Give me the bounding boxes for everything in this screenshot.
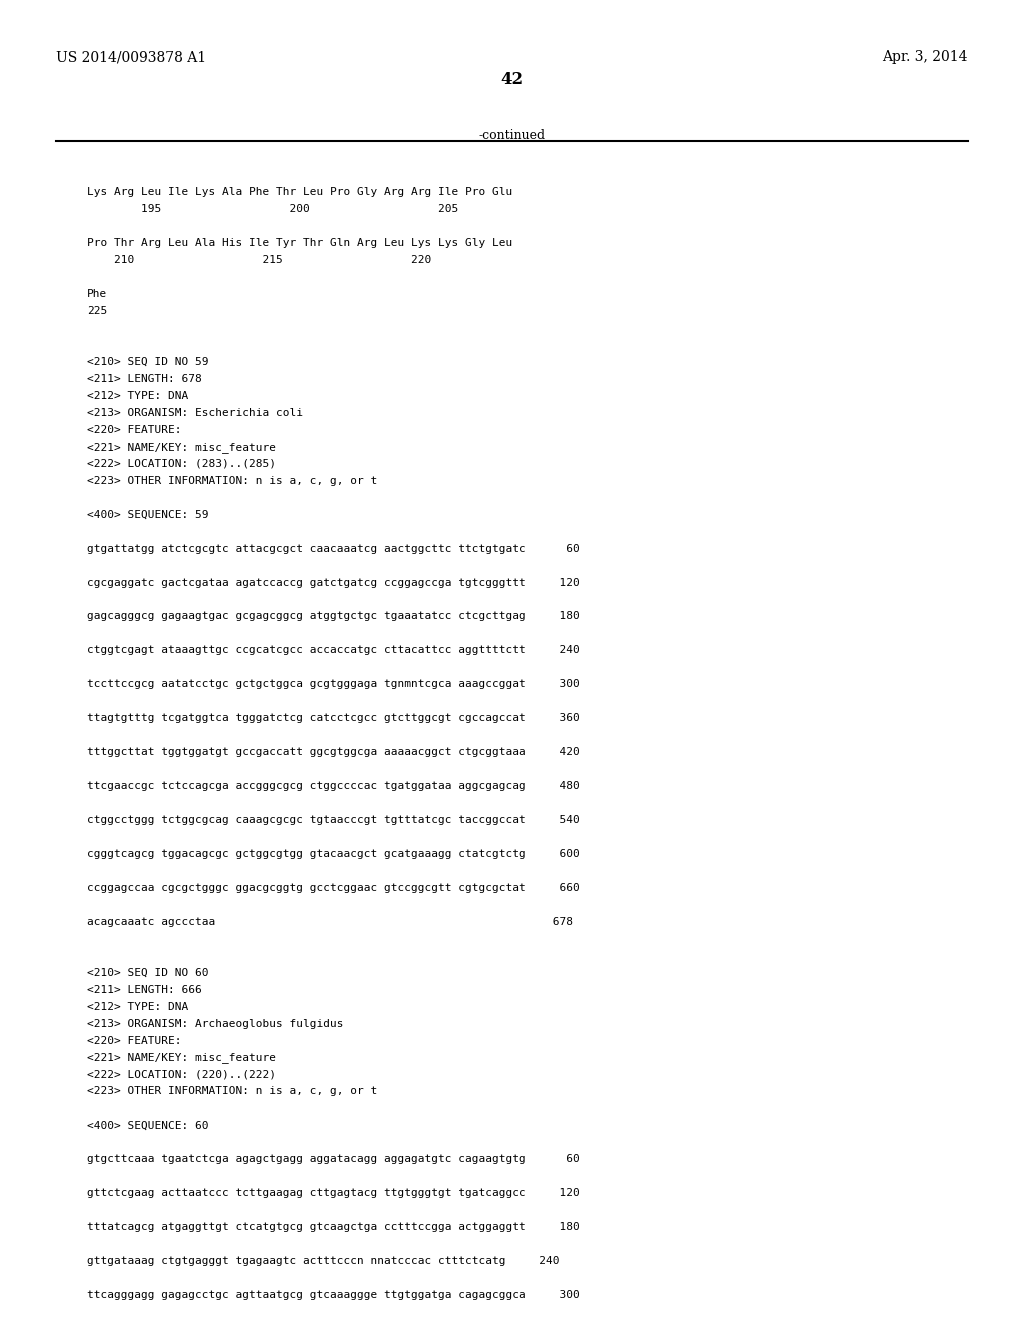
Text: tttatcagcg atgaggttgt ctcatgtgcg gtcaagctga cctttccgga actggaggtt     180: tttatcagcg atgaggttgt ctcatgtgcg gtcaagc…: [87, 1222, 580, 1232]
Text: tccttccgcg aatatcctgc gctgctggca gcgtgggaga tgnmntcgca aaagccggat     300: tccttccgcg aatatcctgc gctgctggca gcgtggg…: [87, 680, 580, 689]
Text: <212> TYPE: DNA: <212> TYPE: DNA: [87, 391, 188, 401]
Text: Lys Arg Leu Ile Lys Ala Phe Thr Leu Pro Gly Arg Arg Ile Pro Glu: Lys Arg Leu Ile Lys Ala Phe Thr Leu Pro …: [87, 187, 512, 198]
Text: <210> SEQ ID NO 59: <210> SEQ ID NO 59: [87, 356, 209, 367]
Text: ttcagggagg gagagcctgc agttaatgcg gtcaaaggge ttgtggatga cagagcggca     300: ttcagggagg gagagcctgc agttaatgcg gtcaaag…: [87, 1290, 580, 1300]
Text: gagcagggcg gagaagtgac gcgagcggcg atggtgctgc tgaaatatcc ctcgcttgag     180: gagcagggcg gagaagtgac gcgagcggcg atggtgc…: [87, 611, 580, 622]
Text: <213> ORGANISM: Archaeoglobus fulgidus: <213> ORGANISM: Archaeoglobus fulgidus: [87, 1019, 343, 1028]
Text: tttggcttat tggtggatgt gccgaccatt ggcgtggcga aaaaacggct ctgcggtaaa     420: tttggcttat tggtggatgt gccgaccatt ggcgtgg…: [87, 747, 580, 758]
Text: <220> FEATURE:: <220> FEATURE:: [87, 425, 181, 434]
Text: <400> SEQUENCE: 59: <400> SEQUENCE: 59: [87, 510, 209, 520]
Text: ccggagccaa cgcgctgggc ggacgcggtg gcctcggaac gtccggcgtt cgtgcgctat     660: ccggagccaa cgcgctgggc ggacgcggtg gcctcgg…: [87, 883, 580, 892]
Text: ctggcctggg tctggcgcag caaagcgcgc tgtaacccgt tgtttatcgc taccggccat     540: ctggcctggg tctggcgcag caaagcgcgc tgtaacc…: [87, 814, 580, 825]
Text: gtgcttcaaa tgaatctcga agagctgagg aggatacagg aggagatgtc cagaagtgtg      60: gtgcttcaaa tgaatctcga agagctgagg aggatac…: [87, 1154, 580, 1164]
Text: Pro Thr Arg Leu Ala His Ile Tyr Thr Gln Arg Leu Lys Lys Gly Leu: Pro Thr Arg Leu Ala His Ile Tyr Thr Gln …: [87, 239, 512, 248]
Text: gttgataaag ctgtgagggt tgagaagtc actttcccn nnatcccac ctttctcatg     240: gttgataaag ctgtgagggt tgagaagtc actttccc…: [87, 1257, 559, 1266]
Text: 195                   200                   205: 195 200 205: [87, 205, 459, 214]
Text: <210> SEQ ID NO 60: <210> SEQ ID NO 60: [87, 968, 209, 978]
Text: ttagtgtttg tcgatggtca tgggatctcg catcctcgcc gtcttggcgt cgccagccat     360: ttagtgtttg tcgatggtca tgggatctcg catcctc…: [87, 713, 580, 723]
Text: -continued: -continued: [478, 129, 546, 143]
Text: 42: 42: [501, 71, 523, 88]
Text: <222> LOCATION: (220)..(222): <222> LOCATION: (220)..(222): [87, 1069, 276, 1080]
Text: gttctcgaag acttaatccc tcttgaagag cttgagtacg ttgtgggtgt tgatcaggcc     120: gttctcgaag acttaatccc tcttgaagag cttgagt…: [87, 1188, 580, 1199]
Text: ctggtcgagt ataaagttgc ccgcatcgcc accaccatgc cttacattcc aggttttctt     240: ctggtcgagt ataaagttgc ccgcatcgcc accacca…: [87, 645, 580, 656]
Text: cgcgaggatc gactcgataa agatccaccg gatctgatcg ccggagccga tgtcgggttt     120: cgcgaggatc gactcgataa agatccaccg gatctga…: [87, 578, 580, 587]
Text: <213> ORGANISM: Escherichia coli: <213> ORGANISM: Escherichia coli: [87, 408, 303, 418]
Text: <223> OTHER INFORMATION: n is a, c, g, or t: <223> OTHER INFORMATION: n is a, c, g, o…: [87, 1086, 377, 1097]
Text: <221> NAME/KEY: misc_feature: <221> NAME/KEY: misc_feature: [87, 442, 276, 453]
Text: ttcgaaccgc tctccagcga accgggcgcg ctggccccac tgatggataa aggcgagcag     480: ttcgaaccgc tctccagcga accgggcgcg ctggccc…: [87, 781, 580, 791]
Text: <212> TYPE: DNA: <212> TYPE: DNA: [87, 1002, 188, 1011]
Text: 225: 225: [87, 306, 108, 317]
Text: acagcaaatc agccctaa                                                  678: acagcaaatc agccctaa 678: [87, 917, 573, 927]
Text: cgggtcagcg tggacagcgc gctggcgtgg gtacaacgct gcatgaaagg ctatcgtctg     600: cgggtcagcg tggacagcgc gctggcgtgg gtacaac…: [87, 849, 580, 859]
Text: gtgattatgg atctcgcgtc attacgcgct caacaaatcg aactggcttc ttctgtgatc      60: gtgattatgg atctcgcgtc attacgcgct caacaaa…: [87, 544, 580, 553]
Text: <220> FEATURE:: <220> FEATURE:: [87, 1036, 181, 1045]
Text: <223> OTHER INFORMATION: n is a, c, g, or t: <223> OTHER INFORMATION: n is a, c, g, o…: [87, 475, 377, 486]
Text: <400> SEQUENCE: 60: <400> SEQUENCE: 60: [87, 1121, 209, 1130]
Text: US 2014/0093878 A1: US 2014/0093878 A1: [56, 50, 207, 65]
Text: Apr. 3, 2014: Apr. 3, 2014: [883, 50, 968, 65]
Text: <211> LENGTH: 666: <211> LENGTH: 666: [87, 985, 202, 995]
Text: <222> LOCATION: (283)..(285): <222> LOCATION: (283)..(285): [87, 459, 276, 469]
Text: Phe: Phe: [87, 289, 108, 300]
Text: 210                   215                   220: 210 215 220: [87, 255, 431, 265]
Text: <211> LENGTH: 678: <211> LENGTH: 678: [87, 374, 202, 384]
Text: <221> NAME/KEY: misc_feature: <221> NAME/KEY: misc_feature: [87, 1052, 276, 1064]
